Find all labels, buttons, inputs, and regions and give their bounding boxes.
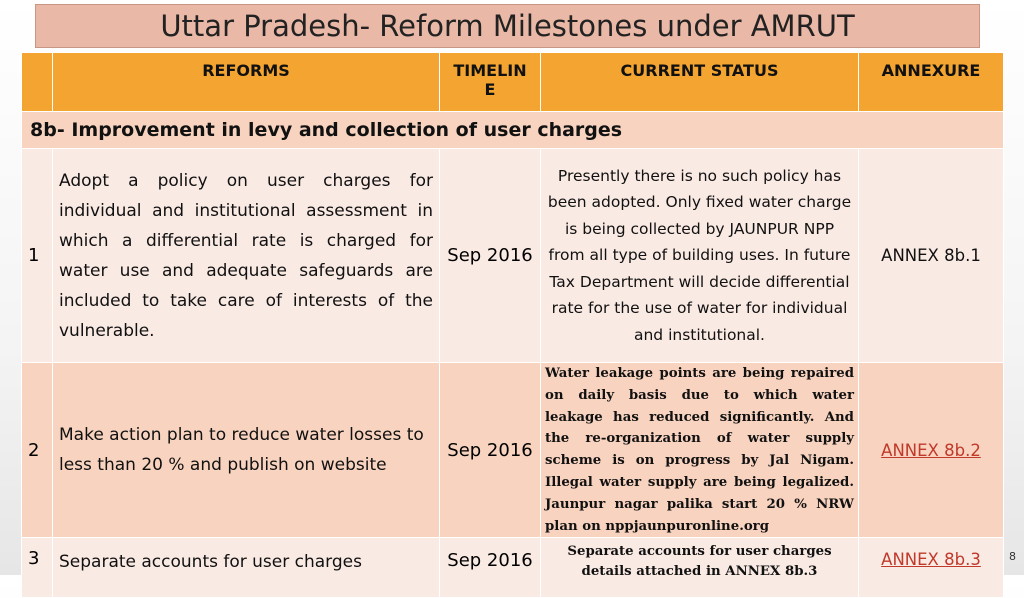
- reform-milestones-table: REFORMS TIMELIN E CURRENT STATUS ANNEXUR…: [21, 52, 1004, 598]
- row-reform: Separate accounts for user charges: [52, 537, 440, 598]
- section-title: 8b- Improvement in levy and collection o…: [21, 111, 1004, 149]
- header-reforms: REFORMS: [52, 52, 440, 112]
- slide-title-bar: Uttar Pradesh- Reform Milestones under A…: [35, 4, 980, 48]
- row-timeline: Sep 2016: [439, 148, 541, 363]
- header-timeline-line1: TIMELIN: [453, 61, 527, 80]
- row-number: 2: [21, 361, 53, 539]
- header-timeline: TIMELIN E: [439, 52, 541, 112]
- annex-8b3-link[interactable]: ANNEX 8b.3: [858, 537, 1004, 598]
- table-row: 2 Make action plan to reduce water losse…: [21, 361, 1004, 539]
- header-current-status: CURRENT STATUS: [540, 52, 859, 112]
- section-row: 8b- Improvement in levy and collection o…: [21, 111, 1004, 149]
- row-reform: Adopt a policy on user charges for indiv…: [52, 148, 440, 363]
- table-row: 1 Adopt a policy on user charges for ind…: [21, 148, 1004, 363]
- row-status: Water leakage points are being repaired …: [540, 361, 859, 539]
- row-number: 3: [21, 537, 53, 598]
- header-number: [21, 52, 53, 112]
- row-reform: Make action plan to reduce water losses …: [52, 361, 440, 539]
- row-timeline: Sep 2016: [439, 537, 541, 598]
- row-status: Presently there is no such policy has be…: [540, 148, 859, 363]
- annex-8b2-link[interactable]: ANNEX 8b.2: [858, 361, 1004, 539]
- row-status: Separate accounts for user charges detai…: [540, 537, 859, 598]
- table-row: 3 Separate accounts for user charges Sep…: [21, 537, 1004, 598]
- header-annexure: ANNEXURE: [858, 52, 1004, 112]
- row-number: 1: [21, 148, 53, 363]
- slide-title: Uttar Pradesh- Reform Milestones under A…: [160, 9, 855, 43]
- table-header-row: REFORMS TIMELIN E CURRENT STATUS ANNEXUR…: [21, 52, 1004, 112]
- header-timeline-line2: E: [484, 80, 496, 99]
- row-timeline: Sep 2016: [439, 361, 541, 539]
- page-number: 8: [1009, 550, 1016, 563]
- row-annexure: ANNEX 8b.1: [858, 148, 1004, 363]
